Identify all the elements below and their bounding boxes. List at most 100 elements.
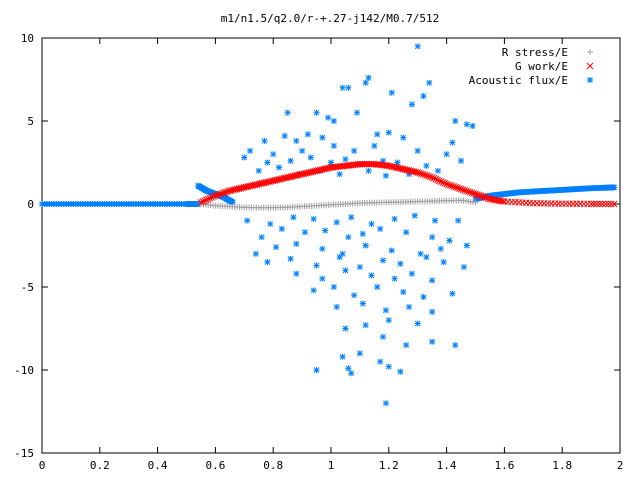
acoustic-flux-point (382, 400, 389, 407)
acoustic-flux-point (414, 43, 421, 50)
g-work-point (437, 178, 445, 185)
acoustic-flux-point (345, 365, 352, 372)
data-marks (39, 43, 618, 407)
acoustic-flux-point (325, 114, 332, 121)
x-tick-label: 0 (39, 459, 46, 472)
acoustic-flux-point (310, 215, 317, 222)
legend-entry-label: Acoustic flux/E (469, 74, 568, 87)
g-work-point (446, 181, 454, 189)
x-tick-label: 1.8 (552, 459, 572, 472)
acoustic-flux-point (420, 293, 427, 300)
acoustic-flux-point (304, 131, 311, 138)
acoustic-flux-point (455, 217, 462, 224)
acoustic-flux-point (397, 368, 404, 375)
g-work-point (210, 193, 217, 200)
g-work-point (448, 182, 456, 190)
acoustic-flux-point (463, 121, 470, 128)
g-work-point (434, 176, 441, 184)
g-work-point (206, 194, 214, 202)
y-tick-label: -10 (14, 364, 34, 377)
g-work-point (416, 169, 423, 177)
acoustic-flux-point (333, 303, 340, 310)
acoustic-flux-point (368, 220, 375, 227)
acoustic-flux-point (411, 212, 418, 219)
g-work-point (414, 169, 422, 176)
g-work-point (473, 191, 481, 199)
acoustic-flux-point (449, 139, 456, 146)
acoustic-flux-point (391, 215, 398, 222)
x-tick-label: 1.4 (437, 459, 457, 472)
g-work-point (441, 179, 449, 187)
acoustic-flux-point (432, 217, 439, 224)
g-work-point (208, 194, 216, 201)
r-stress-point (472, 199, 479, 206)
g-work-point (461, 186, 469, 194)
g-work-point (430, 174, 438, 182)
acoustic-flux-point (452, 118, 459, 124)
acoustic-flux-point (287, 157, 294, 164)
acoustic-flux-point (400, 288, 407, 295)
x-tick-label: 2 (617, 459, 624, 472)
g-work-point (219, 189, 226, 197)
acoustic-flux-point (313, 262, 320, 269)
g-work-point (421, 171, 429, 179)
acoustic-flux-point (391, 275, 398, 282)
acoustic-flux-point (380, 333, 387, 340)
y-tick-label: 0 (27, 198, 34, 211)
g-work-point (425, 172, 432, 180)
g-work-point (432, 175, 440, 183)
acoustic-flux-point (319, 134, 326, 141)
legend-entry-label: G work/E (515, 60, 568, 73)
acoustic-flux-point (434, 167, 441, 174)
acoustic-flux-point (293, 240, 300, 247)
acoustic-flux-point (417, 250, 424, 257)
g-work-point (593, 200, 601, 208)
acoustic-flux-point (429, 338, 436, 345)
g-work-point (464, 188, 472, 195)
acoustic-flux-point (354, 109, 361, 116)
g-work-point (463, 187, 470, 195)
g-work-point (213, 191, 221, 199)
acoustic-flux-point (368, 272, 375, 279)
g-work-point (475, 191, 483, 199)
g-work-point (470, 190, 478, 197)
acoustic-flux-point (275, 164, 282, 171)
acoustic-flux-point (278, 225, 285, 232)
acoustic-flux-point (385, 129, 392, 136)
g-work-point (610, 200, 618, 208)
acoustic-flux-point (359, 300, 366, 307)
acoustic-flux-point (348, 214, 355, 221)
acoustic-flux-point (264, 159, 271, 166)
g-work-point (450, 183, 458, 190)
acoustic-flux-point (307, 154, 314, 161)
g-work-point (197, 198, 205, 206)
acoustic-flux-point (374, 131, 381, 138)
acoustic-flux-point (287, 255, 294, 262)
legend-entry-label: R stress/E (502, 46, 568, 59)
g-work-point (212, 192, 219, 200)
g-work-point (590, 200, 598, 208)
g-work-point (455, 185, 463, 192)
acoustic-flux-point (319, 275, 326, 282)
acoustic-flux-point (440, 259, 447, 266)
g-work-point (607, 200, 615, 208)
acoustic-flux-point (359, 230, 366, 237)
acoustic-flux-point (429, 234, 436, 241)
acoustic-flux-point (385, 317, 392, 324)
acoustic-flux-point (342, 325, 349, 332)
acoustic-flux-point (284, 109, 291, 116)
g-work-point (417, 170, 425, 178)
acoustic-flux-point (339, 353, 346, 360)
acoustic-flux-point (333, 219, 340, 226)
acoustic-flux-point (313, 367, 320, 373)
g-work-point (596, 200, 604, 208)
acoustic-flux-point (382, 172, 389, 179)
acoustic-flux-point (351, 147, 358, 154)
g-work-point (452, 183, 459, 191)
acoustic-flux-point (319, 245, 326, 252)
y-tick-label: -5 (21, 281, 34, 294)
g-work-point (436, 177, 443, 185)
acoustic-flux-point (403, 342, 410, 349)
